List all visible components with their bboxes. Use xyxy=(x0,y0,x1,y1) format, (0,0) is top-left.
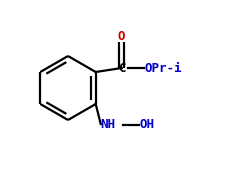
Text: OH: OH xyxy=(140,118,155,131)
Text: NH: NH xyxy=(101,118,116,131)
Text: C: C xyxy=(118,63,126,76)
Text: O: O xyxy=(118,30,126,43)
Text: OPr-i: OPr-i xyxy=(145,62,182,75)
